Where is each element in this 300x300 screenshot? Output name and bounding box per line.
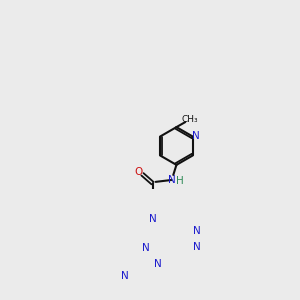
Text: N: N — [193, 242, 200, 252]
Text: N: N — [148, 214, 156, 224]
Text: N: N — [192, 131, 200, 141]
Text: N: N — [121, 271, 128, 281]
Text: H: H — [176, 176, 184, 186]
Text: CH₃: CH₃ — [182, 115, 199, 124]
Text: N: N — [167, 175, 175, 185]
Text: N: N — [154, 259, 162, 269]
Text: N: N — [193, 226, 200, 236]
Text: O: O — [134, 167, 142, 177]
Text: N: N — [142, 243, 149, 253]
